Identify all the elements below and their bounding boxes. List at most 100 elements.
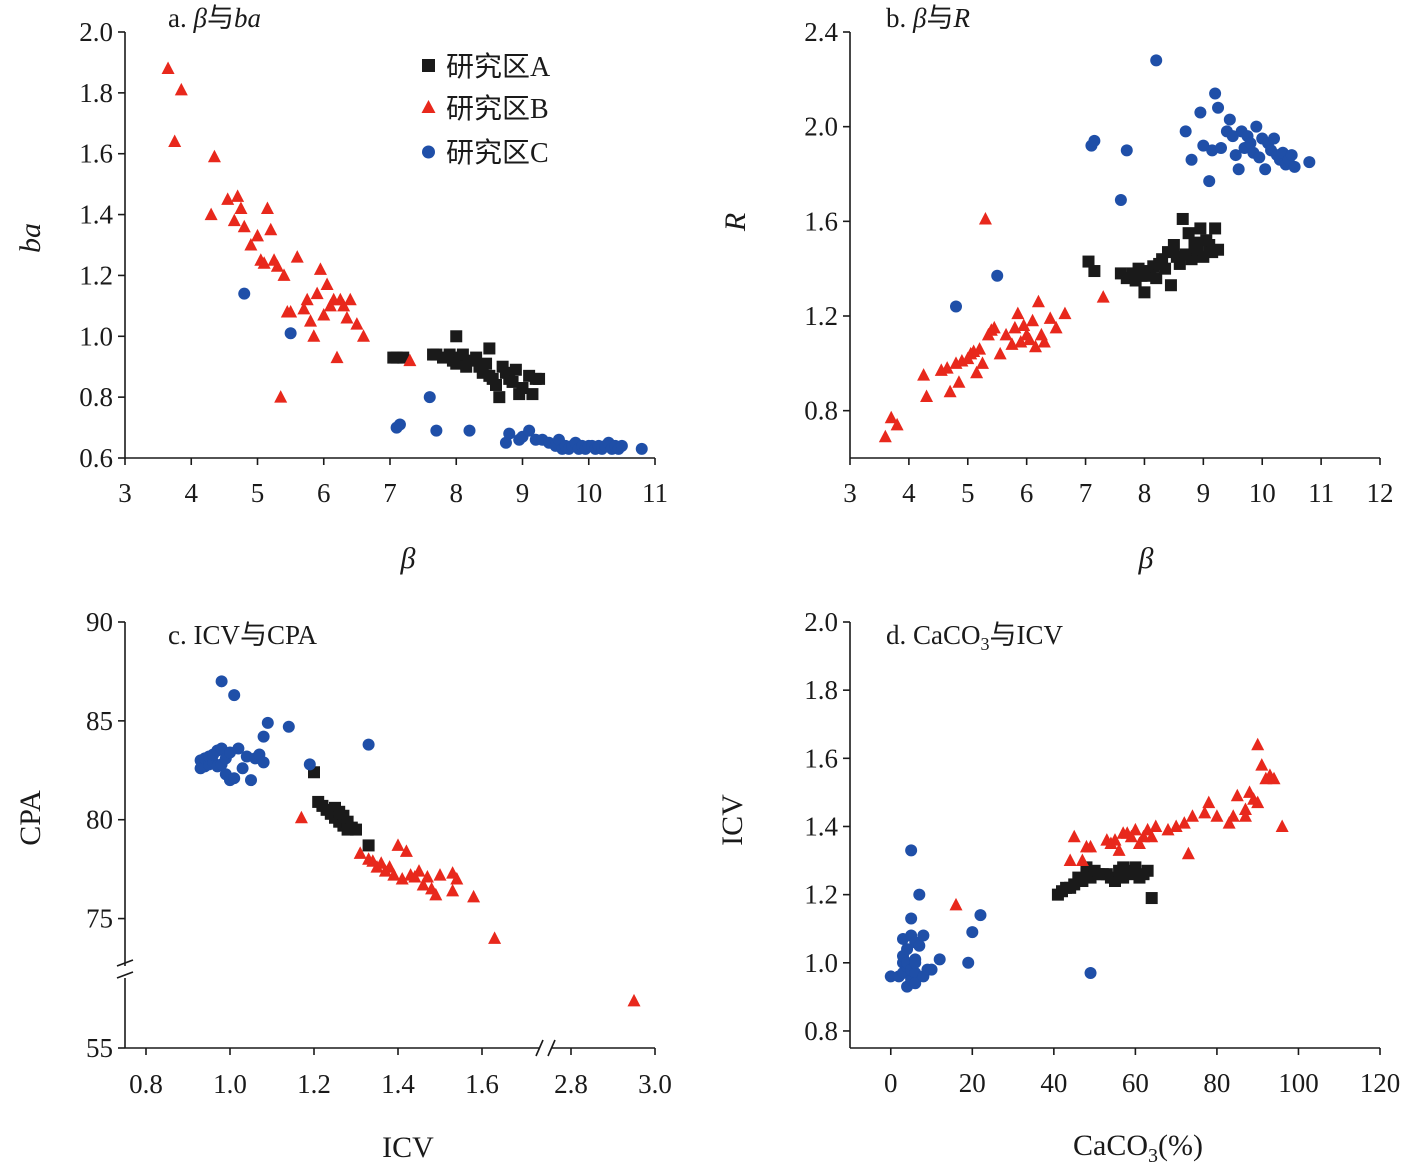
panel-d-point xyxy=(1145,829,1159,843)
panel-b-x-tick-label: 10 xyxy=(1249,478,1276,508)
panel-d-axes: 0 20 40 60 80 100 120 0.8 1.0 1.2 1.4 1.6 1.8 2.0 xyxy=(804,607,1400,1098)
panel-c-point xyxy=(383,860,397,873)
panel-d-point xyxy=(913,888,926,901)
panel-a-x-tick-label: 9 xyxy=(516,478,530,508)
legend-label-a: 研究区A xyxy=(446,51,551,83)
panel-b-point xyxy=(950,300,962,313)
panel-c-point xyxy=(228,689,241,702)
panel-a-point xyxy=(300,292,314,306)
panel-a-y-tick-label: 1.4 xyxy=(79,200,113,230)
panel-a-x-tick-label: 6 xyxy=(317,478,331,508)
panel-b-point xyxy=(1203,175,1216,188)
panel-b-x-tick-label: 6 xyxy=(1020,478,1034,508)
panel-a-point xyxy=(260,201,274,214)
panel-b-point xyxy=(970,365,984,379)
panel-a-point xyxy=(168,134,182,148)
panel-b-axes: 3 4 5 6 7 8 9 10 11 12 0.8 1.2 1.6 2.0 2.4 xyxy=(804,17,1393,508)
panel-b-point xyxy=(1150,54,1163,67)
panel-d-point xyxy=(1132,836,1146,850)
panel-c-y-break-mark xyxy=(116,971,134,979)
panel-b-point xyxy=(987,320,1001,334)
panel-d-point xyxy=(1084,967,1097,980)
panel-d-point xyxy=(1137,829,1151,843)
panel-b-point xyxy=(1031,294,1045,308)
panel-d-point xyxy=(1145,892,1158,905)
panel-b-point xyxy=(1096,290,1110,303)
panel-d-x-tick-label: 120 xyxy=(1360,1068,1401,1098)
panel-a-point xyxy=(343,292,357,306)
panel-a-point xyxy=(231,189,245,202)
panel-d-point xyxy=(1161,822,1175,836)
panel-b-point xyxy=(999,327,1013,341)
panel-d-point xyxy=(1226,809,1240,822)
panel-b-xlabel: β xyxy=(1138,542,1154,575)
panel-c-point xyxy=(395,872,409,885)
panel-a-point xyxy=(403,353,417,367)
panel-d-point xyxy=(905,912,918,925)
panel-b-point xyxy=(1194,106,1207,119)
panel-d-point xyxy=(1177,816,1191,829)
panel-b-point xyxy=(1011,306,1025,320)
panel-d-point xyxy=(1267,771,1281,785)
panel-c-x-tick-label: 1.4 xyxy=(381,1069,415,1099)
panel-a-point xyxy=(264,222,278,236)
panel-a-point xyxy=(523,424,536,437)
panel-c-point xyxy=(232,742,245,755)
panel-d-x-tick-label: 100 xyxy=(1278,1068,1319,1098)
panel-a-x-tick-label: 8 xyxy=(450,478,464,508)
panel-a-y-tick-label: 0.6 xyxy=(79,443,113,473)
panel-d-point xyxy=(1141,864,1154,877)
panel-a-y-tick-label: 1.0 xyxy=(79,321,113,351)
panel-c: c. ICV与CPA 0.8 1.0 1.2 1.4 1.6 2.8 3.0 55 75 80 85… xyxy=(14,607,672,1163)
legend-label-b: 研究区B xyxy=(446,93,549,125)
panel-d-x-tick-label: 80 xyxy=(1203,1068,1230,1098)
panel-c-point xyxy=(467,889,481,903)
panel-a-point xyxy=(274,390,288,403)
panel-b-point xyxy=(943,384,957,398)
panel-b-point xyxy=(878,429,892,443)
panel-d-xlabel: CaCO3(%) xyxy=(1073,1129,1203,1163)
panel-c-title: c. ICV与CPA xyxy=(168,620,318,650)
panel-a-x-tick-label: 11 xyxy=(642,478,668,508)
legend-label-c: 研究区C xyxy=(446,137,549,169)
panel-b-point xyxy=(1259,163,1272,176)
panel-b-point xyxy=(884,410,898,424)
panel-c-point xyxy=(433,868,447,881)
panel-a-point xyxy=(526,388,539,401)
panel-b-point xyxy=(920,389,934,402)
panel-b-x-tick-label: 9 xyxy=(1197,478,1211,508)
panel-c-point xyxy=(446,883,460,897)
panel-c-point xyxy=(399,844,413,857)
panel-b-points xyxy=(878,54,1316,443)
panel-b-point xyxy=(1185,153,1198,166)
panel-b-x-tick-label: 4 xyxy=(902,478,916,508)
panel-b-point xyxy=(940,361,954,374)
panel-a-point xyxy=(463,424,476,437)
panel-c-point xyxy=(387,868,401,881)
panel-b-point xyxy=(1029,339,1042,353)
panel-a-point xyxy=(350,317,364,330)
panel-c-point xyxy=(282,720,295,733)
panel-d-point xyxy=(1112,843,1126,856)
panel-a-point xyxy=(320,277,334,291)
panel-d-point xyxy=(962,956,975,969)
panel-c-point xyxy=(374,856,388,869)
panel-d-y-tick-label: 1.2 xyxy=(804,880,838,910)
panel-a-y-tick-label: 0.8 xyxy=(79,382,113,412)
panel-c-point xyxy=(627,993,641,1007)
panel-d-point xyxy=(1238,809,1252,822)
panel-a-point xyxy=(304,314,317,327)
panel-a-point xyxy=(340,311,354,324)
panel-b-point xyxy=(1049,320,1063,334)
panel-a-point xyxy=(310,286,324,300)
panel-a-y-tick-label: 1.6 xyxy=(79,139,113,169)
panel-d-y-tick-label: 0.8 xyxy=(804,1016,838,1046)
panel-b-point xyxy=(1303,156,1316,169)
panel-c-point xyxy=(353,846,367,859)
panel-b-point xyxy=(1232,163,1245,176)
panel-b-point xyxy=(1215,141,1227,154)
panel-b-point xyxy=(1212,101,1225,114)
panel-b-point xyxy=(1173,257,1186,270)
panel-a-point xyxy=(237,219,251,233)
